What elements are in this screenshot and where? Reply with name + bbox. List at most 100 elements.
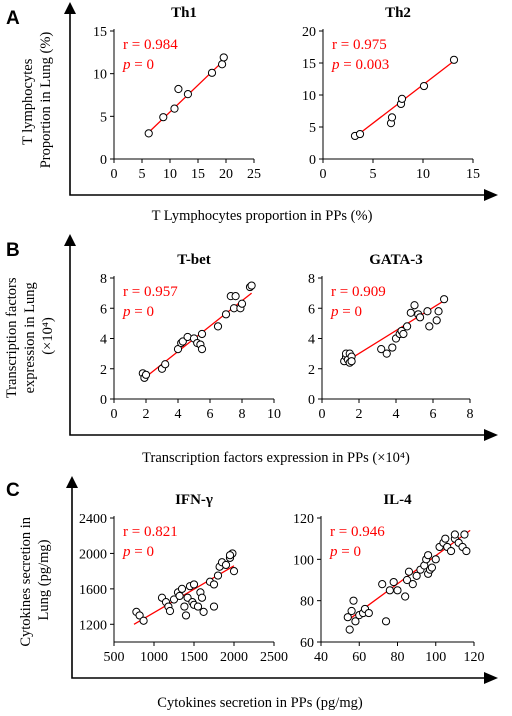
data-point [193, 602, 203, 611]
data-point [139, 616, 148, 625]
data-point [408, 580, 417, 589]
data-point [213, 571, 223, 580]
p-value: = 0 [131, 57, 154, 73]
data-point [424, 551, 433, 560]
data-point [217, 60, 227, 69]
r-value-label: r = 0.975 [332, 37, 387, 53]
subplot-title: GATA-3 [369, 252, 423, 268]
data-point [144, 129, 153, 138]
data-point [221, 560, 231, 570]
data-point [247, 281, 256, 290]
ylabel-b-line-3: (×10⁴) [40, 317, 56, 355]
y-frame-arrow-b [64, 234, 76, 246]
x-tick-label: 4 [393, 407, 400, 422]
ylabel-c-line-1: Cytokines secretion in [18, 516, 34, 646]
x-tick-label: 6 [207, 407, 214, 422]
data-point [450, 530, 459, 539]
data-point [177, 584, 187, 593]
x-frame-arrow-c [484, 672, 498, 684]
data-point [221, 310, 231, 319]
data-point [385, 586, 394, 595]
y-frame-arrow-a [64, 2, 76, 14]
y-tick-label: 120 [293, 512, 314, 527]
data-point [197, 329, 207, 339]
x-tick-label: 4 [175, 407, 182, 422]
panel-frame-c [71, 478, 490, 679]
data-point [410, 301, 419, 310]
data-point [406, 308, 415, 317]
x-tick-label: 6 [430, 407, 437, 422]
data-point [446, 546, 456, 556]
y-tick-label: 8 [100, 272, 107, 287]
data-point [197, 344, 207, 354]
ylabel-a: T lymphocytes Proportion in Lung (%) [20, 32, 54, 169]
panel-b: B Transcription factors expression in Lu… [4, 234, 498, 466]
p-symbol: p [329, 544, 338, 560]
data-point [403, 322, 412, 331]
x-tick-label: 5 [139, 167, 146, 182]
panel-letter-a: A [6, 8, 20, 29]
x-tick-label: 5 [370, 167, 377, 182]
ylabel-c-line-2: Lung (pg/mg) [36, 539, 52, 620]
xlabel-b: Transcription factors expression in PPs … [142, 450, 410, 466]
p-value-label: p = 0 [329, 544, 361, 560]
y-tick-label: 2 [100, 363, 107, 378]
data-point [213, 322, 223, 331]
data-point [401, 592, 410, 601]
x-tick-label: 0 [320, 167, 327, 182]
data-point [378, 580, 387, 589]
data-point [351, 617, 360, 626]
data-point [397, 94, 407, 103]
ylabel-c: Cytokines secretion in Lung (pg/mg) [18, 513, 52, 646]
data-point [377, 344, 386, 354]
data-point [225, 551, 235, 560]
p-value-label: p = 0.003 [331, 57, 389, 73]
p-value: = 0 [338, 544, 361, 560]
data-point [181, 611, 191, 620]
y-tick-label: 15 [93, 25, 107, 40]
ylabel-a-line-2: Proportion in Lung (%) [38, 32, 54, 169]
data-point [207, 68, 217, 77]
ylabel-b-line-1: Transcription factors [4, 277, 20, 398]
data-point [165, 606, 175, 616]
x-tick-label: 0 [319, 407, 326, 422]
y-tick-label: 2000 [79, 547, 107, 562]
data-point [135, 611, 144, 620]
x-tick-label: 120 [464, 650, 485, 665]
x-tick-label: 8 [467, 407, 474, 422]
x-tick-label: 10 [163, 167, 177, 182]
subplot-th1: Th1 r = 0.984 p = 0 0 5 10 15 20 25 0 5 10 15 [93, 5, 261, 182]
y-tick-label: 0 [308, 393, 315, 408]
data-point [462, 546, 471, 556]
y-tick-label: 0 [100, 393, 107, 408]
y-tick-label: 10 [93, 68, 107, 83]
x-tick-label: 0 [111, 407, 118, 422]
subplot-il-4: IL-4 r = 0.946 p = 0 40 60 80 100 1206080100… [293, 492, 485, 665]
subplot-title: Th1 [171, 5, 197, 21]
data-point [355, 129, 365, 139]
x-tick-label: 10 [416, 167, 430, 182]
x-tick-label: 25 [247, 167, 261, 182]
data-point [364, 608, 373, 618]
subplot-title: IFN-γ [175, 492, 213, 508]
p-value: = 0 [131, 304, 154, 320]
y-tick-label: 100 [293, 553, 314, 568]
p-value: = 0 [339, 304, 362, 320]
x-frame-arrow-b [484, 429, 498, 441]
data-point [197, 593, 207, 602]
subplot-title: IL-4 [383, 492, 412, 508]
y-tick-label: 15 [302, 57, 316, 72]
x-tick-label: 40 [314, 650, 328, 665]
x-tick-label: 60 [352, 650, 366, 665]
data-point [229, 567, 239, 576]
data-point [159, 113, 168, 122]
data-point [432, 316, 441, 325]
ylabel-b-line-2: expression in Lung [22, 282, 38, 393]
data-point [174, 84, 183, 94]
y-tick-label: 0 [100, 153, 107, 168]
y-tick-label: 6 [308, 302, 315, 317]
panel-letter-b: B [6, 240, 20, 261]
p-symbol: p [122, 544, 131, 560]
data-point [389, 577, 398, 587]
data-point [349, 596, 358, 605]
